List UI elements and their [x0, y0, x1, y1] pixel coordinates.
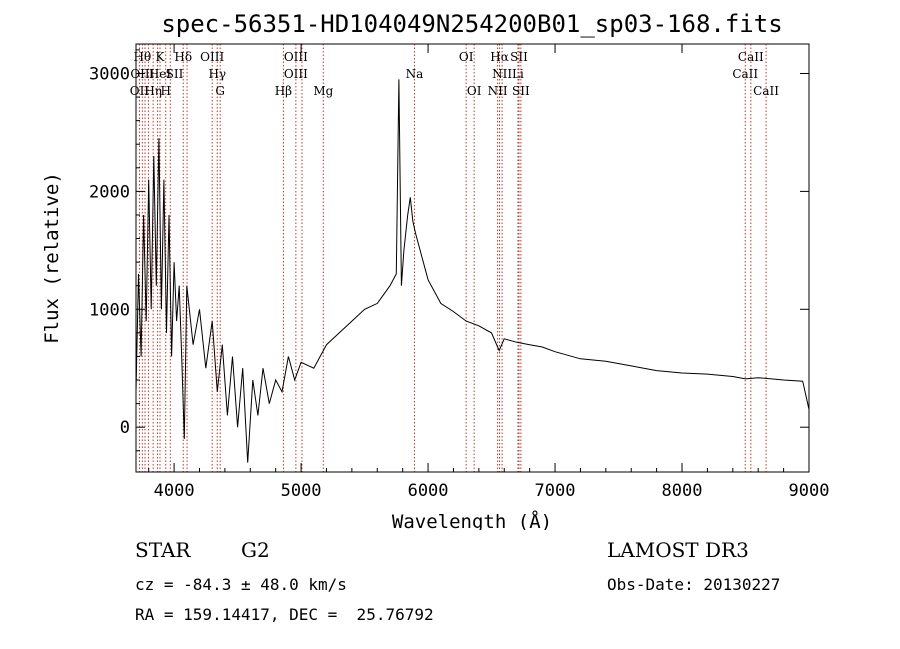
line-label: Hη [144, 84, 162, 98]
line-label: H [160, 84, 170, 98]
line-label: NII [488, 84, 508, 98]
line-label: SII [510, 50, 528, 64]
emission-line-markers [138, 44, 767, 472]
line-label: OI [459, 50, 474, 64]
line-label: HeI [149, 67, 172, 81]
line-label: OIII [284, 50, 308, 64]
x-tick-label: 4000 [154, 481, 195, 501]
line-label: Hβ [275, 84, 292, 98]
survey-name: LAMOST DR3 [607, 538, 749, 562]
y-axis-ticks: 0 1000 2000 3000 [89, 49, 809, 452]
line-label: NII [492, 67, 512, 81]
line-label: Na [406, 67, 424, 81]
x-tick-label: 6000 [408, 481, 449, 501]
spectrum-chart: spec-56351-HD104049N254200B01_sp03-168.f… [41, 10, 830, 530]
x-tick-label: 9000 [789, 481, 830, 501]
line-label: SII [512, 84, 530, 98]
y-tick-label: 3000 [89, 64, 130, 84]
y-axis-label: Flux (relative) [41, 172, 63, 344]
line-label: OIII [284, 67, 308, 81]
line-label: Hα [490, 50, 509, 64]
line-label: Hγ [208, 67, 226, 81]
line-label: OI [467, 84, 482, 98]
x-tick-label: 7000 [535, 481, 576, 501]
x-tick-label: 8000 [662, 481, 703, 501]
line-label: CaII [753, 84, 779, 98]
ra-dec-coordinates: RA = 159.14417, DEC = 25.76792 [135, 605, 434, 624]
line-label: SII [166, 67, 184, 81]
line-label: G [215, 84, 225, 98]
line-label: Hθ [133, 50, 151, 64]
x-axis-ticks: 4000 5000 6000 7000 8000 9000 [148, 44, 830, 501]
y-tick-label: 1000 [89, 300, 130, 320]
line-label: CaII [738, 50, 764, 64]
observation-date: Obs-Date: 20130227 [607, 575, 781, 594]
line-label: OII [130, 84, 150, 98]
line-label: CaII [732, 67, 758, 81]
plot-frame [135, 43, 810, 473]
object-class: STAR [135, 538, 191, 562]
line-label: Li [512, 67, 524, 81]
line-label: Hδ [174, 50, 192, 64]
object-subclass: G2 [241, 538, 270, 562]
chart-title: spec-56351-HD104049N254200B01_sp03-168.f… [161, 10, 782, 38]
y-tick-label: 0 [120, 418, 130, 438]
spectrum-line [135, 79, 810, 463]
line-label: OIII [200, 50, 224, 64]
x-tick-label: 5000 [281, 481, 322, 501]
line-label: Mg [313, 84, 333, 98]
line-label: K [156, 50, 166, 64]
y-tick-label: 2000 [89, 182, 130, 202]
x-axis-label: Wavelength (Å) [392, 510, 552, 530]
redshift-velocity: cz = -84.3 ± 48.0 km/s [135, 575, 347, 594]
